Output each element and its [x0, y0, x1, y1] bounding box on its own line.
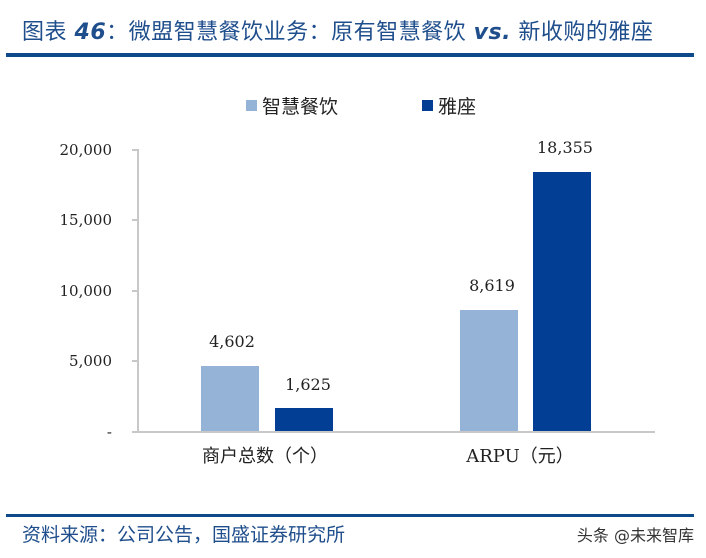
- ytick-0: -: [106, 423, 112, 441]
- legend-item-series2: 雅座: [422, 92, 476, 119]
- data-label-arpu-series1: 8,619: [469, 276, 515, 295]
- ytick-mark: [132, 149, 138, 151]
- ytick-mark: [132, 431, 138, 433]
- ytick-mark: [132, 290, 138, 292]
- legend-item-series1: 智慧餐饮: [246, 92, 338, 119]
- legend-label-series1: 智慧餐饮: [262, 96, 339, 118]
- legend-swatch-series2: [422, 100, 433, 111]
- category-label-merchants: 商户总数（个）: [202, 446, 328, 467]
- title-vs: vs.: [473, 20, 511, 45]
- ytick-mark: [132, 360, 138, 362]
- bar-arpu-series1: [460, 310, 518, 431]
- title-part1: ：微盟智慧餐饮业务：原有智慧餐饮: [106, 20, 474, 45]
- data-label-merchants-series2: 1,625: [285, 375, 331, 394]
- source-note: 资料来源：公司公告，国盛证券研究所: [22, 524, 346, 546]
- legend-label-series2: 雅座: [438, 96, 477, 118]
- y-axis: [137, 149, 139, 432]
- ytick-mark: [132, 219, 138, 221]
- watermark: 头条 @未来智库: [576, 526, 694, 545]
- bottom-rule: [6, 514, 694, 517]
- ytick-20000: 20,000: [59, 141, 113, 159]
- top-rule: [6, 53, 694, 57]
- ytick-5000: 5,000: [69, 352, 112, 370]
- category-label-arpu: ARPU（元）: [466, 446, 574, 467]
- ytick-15000: 15,000: [59, 211, 113, 229]
- title-part2: 新收购的雅座: [510, 20, 654, 45]
- bar-merchants-series1: [201, 366, 259, 431]
- figure-label: 图表: [22, 20, 68, 45]
- figure-number: 46: [74, 20, 107, 45]
- bar-merchants-series2: [275, 408, 333, 431]
- data-label-merchants-series1: 4,602: [209, 332, 255, 351]
- ytick-10000: 10,000: [59, 282, 113, 300]
- bar-arpu-series2: [533, 172, 591, 431]
- chart-title: 图表 46：微盟智慧餐饮业务：原有智慧餐饮 vs. 新收购的雅座: [22, 14, 653, 46]
- data-label-arpu-series2: 18,355: [537, 138, 593, 157]
- x-axis: [137, 431, 655, 433]
- legend-swatch-series1: [246, 100, 257, 111]
